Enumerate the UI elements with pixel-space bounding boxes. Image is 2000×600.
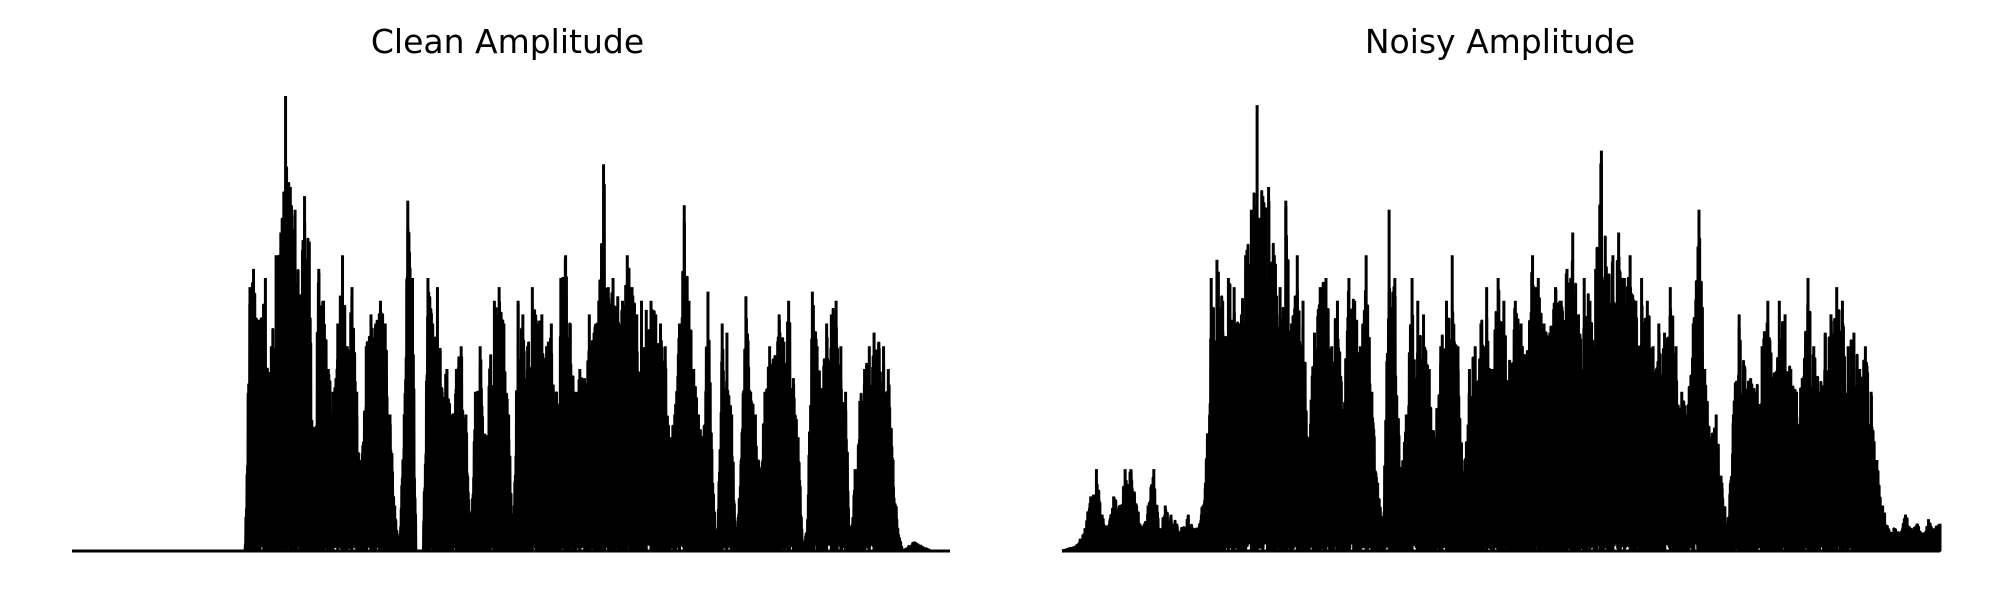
chart-title: Noisy Amplitude	[1364, 22, 1636, 61]
chart-title: Clean Amplitude	[370, 22, 645, 61]
chart-panel-clean: Clean Amplitude	[70, 22, 952, 553]
amplitude-series-line	[1060, 162, 1942, 553]
chart-plot-clean	[70, 96, 952, 553]
chart-plot-noisy	[1060, 105, 1942, 553]
chart-panel-noisy: Noisy Amplitude	[1000, 0, 2000, 600]
